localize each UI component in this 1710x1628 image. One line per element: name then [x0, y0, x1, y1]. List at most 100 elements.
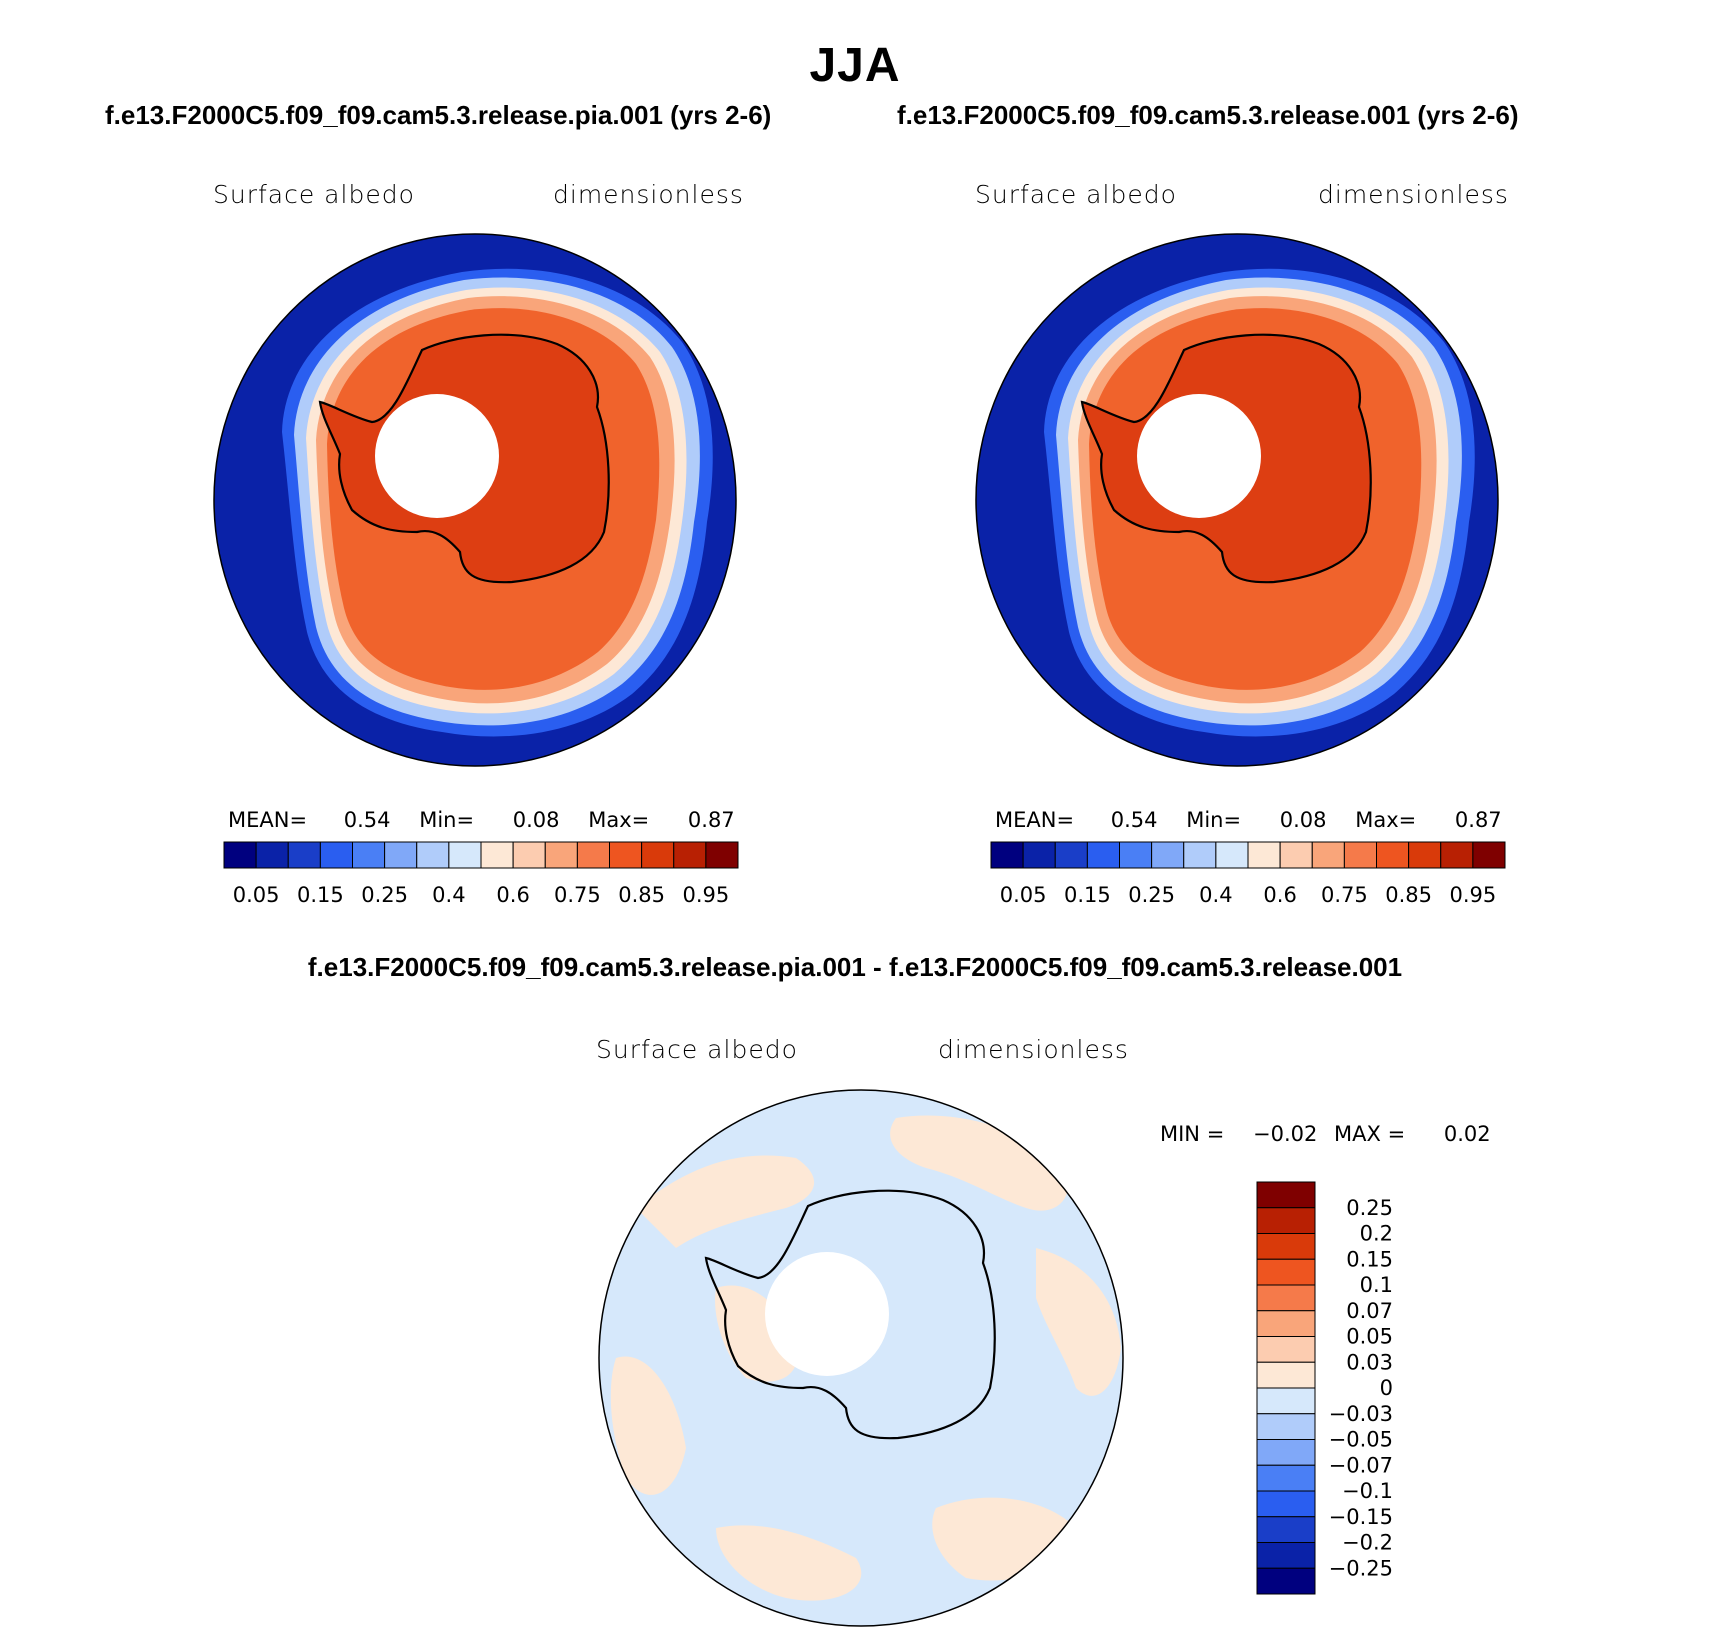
colorbar-tick-labels: 0.05 0.15 0.25 0.4 0.6 0.75 0.85 0.95 [1000, 883, 1497, 907]
diff-stats: MIN = −0.02 MAX = 0.02 [1160, 1122, 1491, 1146]
colorbar-tick-label: 0.03 [1346, 1350, 1393, 1374]
colorbar-tick-label: 0.6 [1263, 883, 1296, 907]
colorbar-cell [1408, 841, 1442, 869]
map-border [213, 233, 737, 767]
colorbar-cell [1311, 841, 1345, 869]
colorbar-cell [223, 841, 257, 869]
colorbar-cell [1256, 1439, 1316, 1466]
colorbar-cell [1256, 1310, 1316, 1337]
colorbar-cell [1256, 1387, 1316, 1415]
colorbar-cell [1256, 1284, 1316, 1312]
colorbar-tick-label: −0.25 [1329, 1556, 1393, 1580]
colorbar-tick-label: 0 [1380, 1376, 1393, 1400]
map-border [975, 233, 1499, 767]
colorbar-tick-label: 0.05 [1000, 883, 1047, 907]
min-value: −0.02 [1252, 1122, 1318, 1146]
colorbar-cell [1256, 1336, 1316, 1363]
colorbar-cell [576, 841, 610, 869]
colorbar-tick-label: 0.85 [618, 883, 665, 907]
colorbar-cell [1256, 1181, 1316, 1209]
colorbar-cell [1376, 841, 1410, 869]
colorbar-tick-label: 0.05 [1346, 1325, 1393, 1349]
min-value: 0.08 [1279, 808, 1327, 832]
diff-variable: Surface albedo [596, 1035, 798, 1064]
colorbar-tick-label: −0.07 [1329, 1453, 1393, 1477]
pole-hole [1137, 394, 1261, 518]
colorbar-cell [641, 841, 675, 869]
max-value: 0.87 [1454, 808, 1502, 832]
colorbar-cell [1256, 1464, 1316, 1492]
colorbar-cell [1279, 841, 1313, 869]
mean-value: 0.54 [1110, 808, 1158, 832]
map-diff [598, 1089, 1124, 1627]
colorbar-tick-label: 0.1 [1360, 1273, 1393, 1297]
colorbar-cells [990, 841, 1506, 869]
diff-case-title: f.e13.F2000C5.f09_f09.cam5.3.release.pia… [307, 952, 1403, 982]
colorbar-tick-label: 0.6 [496, 883, 529, 907]
max-value: 0.87 [687, 808, 735, 832]
diff-positive-patch [610, 1356, 686, 1495]
max-label: Max= [1355, 808, 1417, 832]
max-value: 0.02 [1443, 1122, 1491, 1146]
panel-left-stats: MEAN= 0.54 Min= 0.08 Max= 0.87 [228, 808, 735, 832]
colorbar-tick-labels: 0.05 0.15 0.25 0.4 0.6 0.75 0.85 0.95 [233, 883, 730, 907]
colorbar-tick-label: −0.15 [1329, 1505, 1393, 1529]
colorbar-cell [1256, 1258, 1316, 1286]
colorbar-tick-label: −0.05 [1329, 1428, 1393, 1452]
diff-positive-patch [636, 1155, 815, 1248]
colorbar-cell [1343, 841, 1377, 869]
colorbar-cell [1215, 841, 1249, 869]
min-label: Min= [419, 808, 475, 832]
colorbar-cell [1119, 841, 1153, 869]
colorbar-tick-label: 0.4 [1199, 883, 1232, 907]
colorbar-tick-label: 0.15 [1064, 883, 1111, 907]
panel-left-case-title: f.e13.F2000C5.f09_f09.cam5.3.release.pia… [105, 100, 772, 130]
colorbar-right: 0.05 0.15 0.25 0.4 0.6 0.75 0.85 0.95 [990, 841, 1506, 907]
page-title: JJA [809, 39, 901, 92]
colorbar-cell [1256, 1413, 1316, 1440]
diff-positive-patch [716, 1525, 862, 1601]
colorbar-cell [1256, 1233, 1316, 1260]
colorbar-tick-label: 0.15 [297, 883, 344, 907]
max-label: Max= [588, 808, 650, 832]
colorbar-cell [1440, 841, 1474, 869]
colorbar-tick-labels: 0.250.20.150.10.070.050.030−0.03−0.05−0.… [1329, 1196, 1393, 1581]
colorbar-tick-label: 0.85 [1385, 883, 1432, 907]
colorbar-cell [1256, 1567, 1316, 1595]
colorbar-tick-label: 0.75 [554, 883, 601, 907]
colorbar-cell [352, 841, 386, 869]
colorbar-tick-label: 0.25 [1346, 1196, 1393, 1220]
colorbar-tick-label: −0.2 [1342, 1531, 1393, 1555]
map-right [975, 233, 1499, 767]
min-value: 0.08 [512, 808, 560, 832]
colorbar-tick-label: 0.4 [432, 883, 465, 907]
diff-positive-patch [1036, 1248, 1121, 1396]
colorbar-cell [1183, 841, 1217, 869]
colorbar-diff: 0.250.20.150.10.070.050.030−0.03−0.05−0.… [1256, 1181, 1393, 1595]
panel-right-units: dimensionless [1318, 180, 1509, 209]
panel-right-stats: MEAN= 0.54 Min= 0.08 Max= 0.87 [995, 808, 1502, 832]
colorbar-cell [673, 841, 707, 869]
panel-left-variable: Surface albedo [213, 180, 415, 209]
colorbar-cell [416, 841, 450, 869]
colorbar-cell [990, 841, 1024, 869]
colorbar-tick-label: 0.07 [1346, 1299, 1393, 1323]
colorbar-cell [287, 841, 321, 869]
panel-left-units: dimensionless [553, 180, 744, 209]
colorbar-left: 0.05 0.15 0.25 0.4 0.6 0.75 0.85 0.95 [223, 841, 739, 907]
mean-label: MEAN= [228, 808, 308, 832]
colorbar-cell [1256, 1516, 1316, 1543]
colorbar-cell [1256, 1542, 1316, 1569]
colorbar-tick-label: 0.95 [1449, 883, 1496, 907]
colorbar-cell [1086, 841, 1120, 869]
colorbar-cell [1256, 1207, 1316, 1234]
colorbar-cell [1054, 841, 1088, 869]
colorbar-cells [223, 841, 739, 869]
colorbar-cell [480, 841, 514, 869]
colorbar-cell [448, 841, 482, 869]
pole-hole [765, 1252, 889, 1376]
colorbar-tick-label: 0.25 [361, 883, 408, 907]
colorbar-cell [384, 841, 418, 869]
colorbar-cell [319, 841, 353, 869]
colorbar-cell [544, 841, 578, 869]
